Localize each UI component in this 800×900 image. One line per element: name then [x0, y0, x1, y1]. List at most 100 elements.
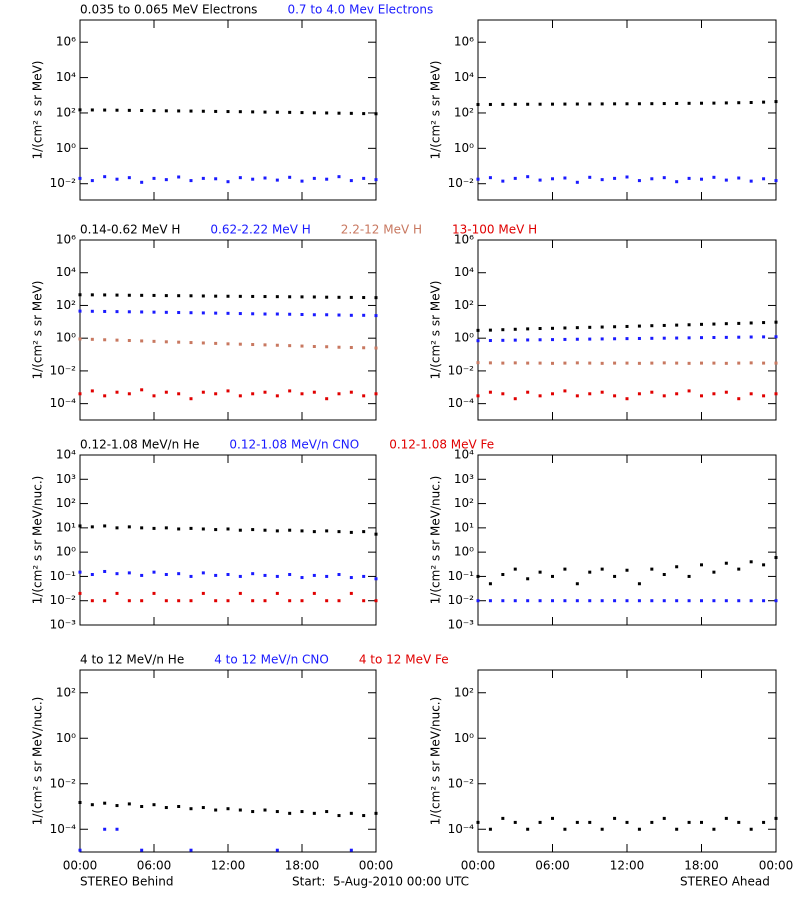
data-point [312, 390, 316, 394]
data-point [238, 294, 242, 298]
data-point [177, 572, 181, 576]
data-point [613, 102, 617, 106]
data-point [226, 180, 230, 184]
data-point [737, 101, 741, 105]
data-point [325, 574, 329, 578]
data-point [238, 312, 242, 316]
data-point [152, 310, 156, 314]
data-point [762, 563, 766, 567]
data-point [362, 112, 366, 116]
data-point [513, 361, 517, 365]
data-point [526, 577, 530, 581]
data-point [526, 361, 530, 365]
data-point [501, 179, 505, 183]
data-point [103, 524, 107, 528]
footer-center: Start: 5-Aug-2010 00:00 UTC [292, 875, 469, 889]
data-point [637, 827, 641, 831]
data-point [325, 345, 329, 349]
data-point [164, 599, 168, 603]
data-point [275, 110, 279, 114]
y-axis-label: 1/(cm² s sr MeV) [429, 281, 443, 380]
data-point [650, 336, 654, 340]
y-tick-label: 10² [56, 105, 76, 119]
legend-entry: 0.62-2.22 MeV H [210, 223, 310, 237]
data-point [337, 295, 341, 299]
data-point [600, 390, 604, 394]
data-point [177, 109, 181, 113]
data-point [325, 313, 329, 317]
data-point [288, 344, 292, 348]
data-point [251, 110, 255, 114]
data-point [588, 820, 592, 824]
data-point [349, 848, 353, 852]
data-point [201, 294, 205, 298]
data-point [762, 177, 766, 181]
data-point [127, 525, 131, 529]
data-point [374, 577, 378, 581]
data-point [700, 563, 703, 567]
x-tick-label: 06:00 [137, 859, 172, 873]
data-point [337, 111, 341, 115]
data-point [300, 313, 304, 317]
y-tick-label: 10⁶ [454, 233, 474, 247]
data-point [588, 325, 592, 329]
y-tick-label: 10¹ [56, 520, 76, 534]
y-axis-label: 1/(cm² s sr MeV/nuc.) [429, 476, 443, 605]
data-point [650, 324, 654, 328]
data-point [563, 599, 567, 603]
data-point [737, 361, 741, 365]
data-point [201, 527, 205, 531]
data-point [164, 390, 168, 394]
data-point [300, 810, 304, 814]
data-point [189, 109, 193, 113]
y-tick-label: 10⁴ [56, 448, 76, 462]
data-point [189, 807, 193, 811]
data-point [613, 176, 617, 180]
data-point [513, 102, 517, 106]
plot-frame [477, 239, 777, 421]
data-point [662, 573, 666, 577]
data-point [115, 108, 119, 112]
data-point [263, 808, 267, 812]
data-point [115, 572, 119, 576]
data-point [501, 338, 505, 342]
data-point [275, 848, 279, 852]
data-point [275, 529, 279, 533]
data-point [90, 525, 94, 529]
data-point [538, 570, 542, 574]
data-point [177, 340, 181, 344]
data-point [551, 326, 554, 330]
data-point [152, 570, 156, 574]
y-tick-label: 10⁴ [454, 70, 474, 84]
data-point [650, 567, 654, 571]
y-tick-label: 10⁻² [50, 776, 77, 790]
data-point [687, 323, 691, 327]
data-point [687, 361, 691, 365]
data-point [637, 336, 641, 340]
data-point [774, 179, 778, 183]
data-point [189, 848, 193, 852]
data-point [263, 390, 267, 394]
legend-entry: 0.7 to 4.0 Mev Electrons [287, 3, 433, 17]
data-point [90, 108, 94, 112]
data-point [103, 338, 107, 342]
data-point [538, 327, 542, 331]
data-point [737, 397, 741, 401]
data-point [127, 176, 131, 180]
data-point [476, 574, 480, 578]
data-point [90, 389, 94, 393]
data-point [513, 567, 517, 571]
data-point [700, 599, 703, 603]
data-point [312, 591, 316, 595]
data-point [724, 816, 728, 820]
data-point [362, 574, 366, 578]
data-point [774, 816, 778, 820]
data-point [189, 599, 193, 603]
y-tick-label: 10⁻² [50, 593, 77, 607]
data-point [501, 102, 505, 106]
data-point [288, 528, 292, 532]
data-point [275, 591, 279, 595]
data-point [575, 102, 579, 106]
data-point [251, 810, 255, 814]
data-point [501, 573, 505, 577]
